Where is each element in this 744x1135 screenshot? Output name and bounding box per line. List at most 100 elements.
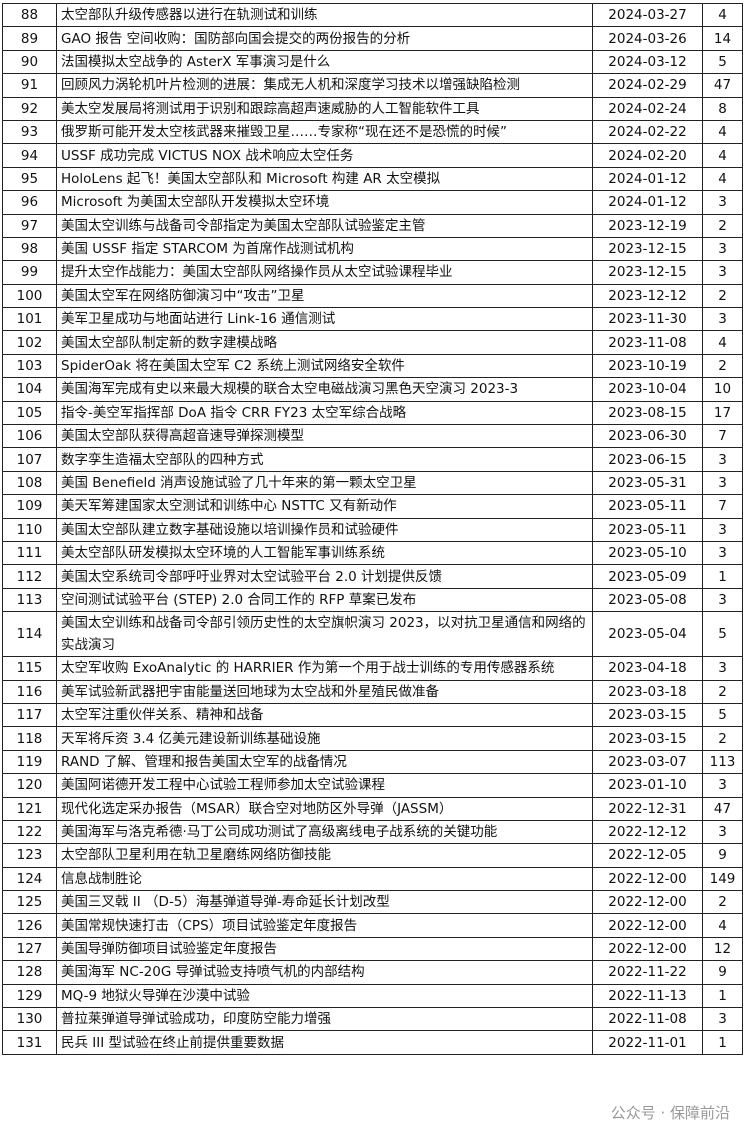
article-title: 数字孪生造福太空部队的四种方式 (56, 447, 593, 472)
count: 2 (702, 283, 743, 309)
article-title: 美国 Benefield 消声设施试验了几十年来的第一颗太空卫星 (56, 470, 593, 496)
row-number: 102 (2, 330, 57, 355)
table-row: 119 RAND 了解、管理和报告美国太空军的战备情况 2023-03-07 113 (2, 749, 743, 775)
table-row: 131 民兵 III 型试验在终止前提供重要数据 2022-11-01 1 (2, 1030, 743, 1055)
table-row: 102 美国太空部队制定新的数字建模战略 2023-11-08 4 (2, 330, 743, 355)
article-title: 美国太空部队制定新的数字建模战略 (56, 330, 593, 355)
table-row: 104 美国海军完成有史以来最大规模的联合太空电磁战演习黑色天空演习 2023-3… (2, 377, 743, 402)
row-number: 124 (2, 866, 57, 892)
table-row: 98 美国 USSF 指定 STARCOM 为首席作战测试机构 2023-12-15… (2, 236, 743, 262)
article-title: 太空军注重伙伴关系、精神和战备 (56, 702, 593, 728)
count: 4 (702, 2, 743, 28)
table-row: 112 美国太空系统司令部呼吁业界对太空试验平台 2.0 计划提供反馈 2023-0… (2, 564, 743, 589)
row-number: 127 (2, 936, 57, 962)
row-number: 90 (2, 49, 57, 75)
row-number: 97 (2, 213, 57, 238)
table-row: 99 提升太空作战能力：美国太空部队网络操作员从太空试验课程毕业 2023-12-1… (2, 260, 743, 285)
date: 2024-02-22 (592, 119, 703, 145)
article-title: 法国模拟太空战争的 AsterX 军事演习是什么 (56, 49, 593, 75)
date: 2024-03-27 (592, 2, 703, 28)
date: 2023-05-09 (592, 564, 703, 589)
row-number: 94 (2, 143, 57, 168)
count: 3 (702, 447, 743, 472)
article-title: 天军将斥资 3.4 亿美元建设新训练基础设施 (56, 726, 593, 751)
count: 5 (702, 611, 743, 658)
article-title: USSF 成功完成 VICTUS NOX 战术响应太空任务 (56, 143, 593, 168)
row-number: 98 (2, 236, 57, 262)
table-row: 108 美国 Benefield 消声设施试验了几十年来的第一颗太空卫星 2023-… (2, 470, 743, 496)
count: 5 (702, 702, 743, 728)
article-title: 太空部队卫星利用在轨卫星磨练网络防御技能 (56, 843, 593, 868)
date: 2023-05-04 (592, 611, 703, 658)
date: 2022-11-01 (592, 1030, 703, 1055)
count: 9 (702, 960, 743, 985)
date: 2022-12-00 (592, 890, 703, 915)
watermark: 公众号 · 保障前沿 (610, 1104, 730, 1122)
date: 2023-06-30 (592, 424, 703, 449)
article-title: 美国海军 NC-20G 导弹试验支持喷气机的内部结构 (56, 960, 593, 985)
count: 10 (702, 377, 743, 402)
date: 2024-02-24 (592, 96, 703, 121)
table-row: 115 太空军收购 ExoAnalytic 的 HARRIER 作为第一个用于战士… (2, 656, 743, 681)
table-row: 101 美军卫星成功与地面站进行 Link-16 通信测试 2023-11-30 3 (2, 307, 743, 332)
table-row: 106 美国太空部队获得高超音速导弹探测模型 2023-06-30 7 (2, 424, 743, 449)
article-title: 美国太空训练和战备司令部引领历史性的太空旗帜演习 2023，以对抗卫星通信和网络… (56, 611, 593, 658)
table-row: 124 信息战制胜论 2022-12-00 149 (2, 866, 743, 892)
row-number: 108 (2, 470, 57, 496)
article-title: 美国太空部队获得高超音速导弹探测模型 (56, 424, 593, 449)
date: 2023-03-15 (592, 702, 703, 728)
article-title: GAO 报告 空间收购：国防部向国会提交的两份报告的分析 (56, 26, 593, 51)
count: 4 (702, 166, 743, 192)
table-row: 127 美国导弹防御项目试验鉴定年度报告 2022-12-00 12 (2, 936, 743, 962)
row-number: 120 (2, 773, 57, 798)
row-number: 95 (2, 166, 57, 192)
article-title: SpiderOak 将在美国太空军 C2 系统上测试网络安全软件 (56, 353, 593, 379)
count: 3 (702, 307, 743, 332)
row-number: 131 (2, 1030, 57, 1055)
date: 2023-11-08 (592, 330, 703, 355)
table-row: 116 美军试验新武器把宇宙能量送回地球为太空战和外星殖民做准备 2023-03-1… (2, 679, 743, 704)
article-title: 美国太空训练与战备司令部指定为美国太空部队试验鉴定主管 (56, 213, 593, 238)
article-title: 民兵 III 型试验在终止前提供重要数据 (56, 1030, 593, 1055)
date: 2023-04-18 (592, 656, 703, 681)
row-number: 92 (2, 96, 57, 121)
row-number: 104 (2, 377, 57, 402)
table-row: 121 现代化选定采办报告（MSAR）联合空对地防区外导弹（JASSM） 2022-… (2, 796, 743, 821)
count: 1 (702, 1030, 743, 1055)
count: 9 (702, 843, 743, 868)
date: 2023-08-15 (592, 400, 703, 426)
table-row: 95 HoloLens 起飞！美国太空部队和 Microsoft 构建 AR 太空… (2, 166, 743, 192)
date: 2024-02-20 (592, 143, 703, 168)
article-title: 俄罗斯可能开发太空核武器来摧毁卫星……专家称“现在还不是恐慌的时候” (56, 119, 593, 145)
table-row: 123 太空部队卫星利用在轨卫星磨练网络防御技能 2022-12-05 9 (2, 843, 743, 868)
table-row: 105 指令-美空军指挥部 DoA 指令 CRR FY23 太空军综合战略 2023… (2, 400, 743, 426)
count: 17 (702, 400, 743, 426)
date: 2023-10-04 (592, 377, 703, 402)
date: 2023-12-19 (592, 213, 703, 238)
date: 2023-05-11 (592, 494, 703, 519)
date: 2023-05-11 (592, 517, 703, 542)
row-number: 122 (2, 819, 57, 845)
table-row: 100 美国太空军在网络防御演习中“攻击”卫星 2023-12-12 2 (2, 283, 743, 309)
article-title: RAND 了解、管理和报告美国太空军的战备情况 (56, 749, 593, 775)
article-title: 美国 USSF 指定 STARCOM 为首席作战测试机构 (56, 236, 593, 262)
table-row: 128 美国海军 NC-20G 导弹试验支持喷气机的内部结构 2022-11-22 9 (2, 960, 743, 985)
article-title: 美国太空军在网络防御演习中“攻击”卫星 (56, 283, 593, 309)
count: 2 (702, 679, 743, 704)
table-row: 93 俄罗斯可能开发太空核武器来摧毁卫星……专家称“现在还不是恐慌的时候” 2024… (2, 119, 743, 145)
article-title: 美军卫星成功与地面站进行 Link-16 通信测试 (56, 307, 593, 332)
article-title: 普拉莱弹道导弹试验成功，印度防空能力增强 (56, 1007, 593, 1032)
table-row: 92 美太空发展局将测试用于识别和跟踪高超声速威胁的人工智能软件工具 2024-02… (2, 96, 743, 121)
row-number: 129 (2, 983, 57, 1009)
table-row: 110 美国太空部队建立数字基础设施以培训操作员和试验硬件 2023-05-11 3 (2, 517, 743, 542)
row-number: 116 (2, 679, 57, 704)
table-row: 117 太空军注重伙伴关系、精神和战备 2023-03-15 5 (2, 702, 743, 728)
date: 2023-10-19 (592, 353, 703, 379)
date: 2022-12-00 (592, 936, 703, 962)
article-title: 空间测试试验平台 (STEP) 2.0 合同工作的 RFP 草案已发布 (56, 587, 593, 613)
table-row: 130 普拉莱弹道导弹试验成功，印度防空能力增强 2022-11-08 3 (2, 1007, 743, 1032)
table-row: 88 太空部队升级传感器以进行在轨测试和训练 2024-03-27 4 (2, 2, 743, 28)
article-title: 美国海军完成有史以来最大规模的联合太空电磁战演习黑色天空演习 2023-3 (56, 377, 593, 402)
row-number: 93 (2, 119, 57, 145)
row-number: 117 (2, 702, 57, 728)
